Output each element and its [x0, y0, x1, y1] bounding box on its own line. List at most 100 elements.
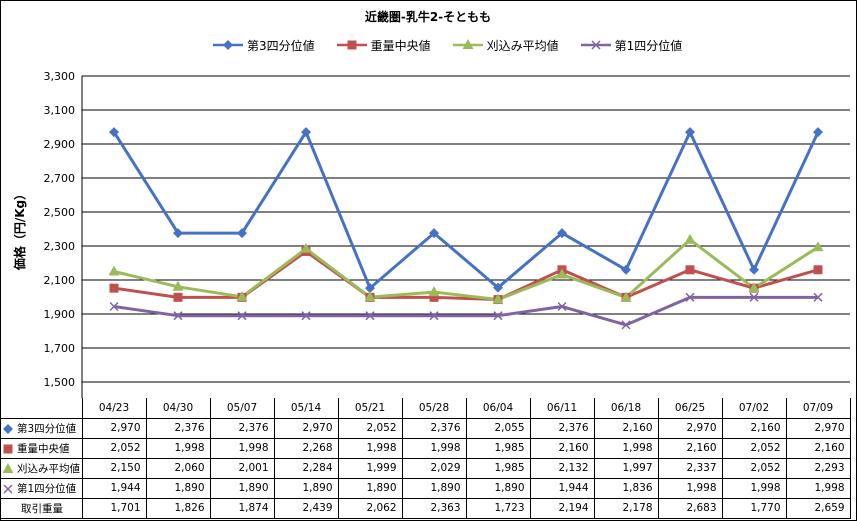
data-point-4	[237, 311, 247, 321]
data-point-1	[365, 283, 375, 294]
data-point-3	[684, 233, 696, 244]
table-cell: 2,178	[593, 497, 659, 519]
row-label-text: 第1四分位値	[17, 482, 77, 495]
data-point-4	[173, 311, 183, 321]
x-tick-label: 06/11	[529, 398, 595, 419]
series-line-1	[112, 130, 820, 290]
table-cell: 2,055	[465, 417, 531, 439]
data-point-4	[813, 292, 823, 302]
table-cell: 2,052	[721, 457, 787, 479]
data-point-3	[556, 268, 568, 279]
table-cell: 2,132	[529, 457, 595, 479]
table-cell: 1,770	[721, 497, 787, 519]
table-cell: 1,999	[337, 457, 403, 479]
table-cell: 1,998	[721, 477, 787, 499]
table-cell: 1,890	[273, 477, 339, 499]
data-point-4	[109, 301, 119, 312]
table-row: 第1四分位値 1,944 1,890 1,890 1,890 1,890 1,890 1,89…	[0, 477, 851, 499]
table-cell: 2,337	[657, 457, 723, 479]
table-cell: 1,998	[657, 477, 723, 499]
table-cell: 2,160	[529, 437, 595, 459]
table-header-row: 04/23 04/30 05/07 05/14 05/21 05/28 06/04 06/11…	[0, 398, 851, 419]
legend-marker	[223, 40, 233, 50]
table-cell: 2,439	[273, 497, 339, 519]
x-tick-label: 06/04	[465, 398, 531, 419]
x-tick-label: 04/23	[81, 398, 147, 419]
table-cell: 2,293	[785, 457, 851, 479]
legend-item: 重量中央値	[336, 37, 431, 53]
table-row: 取引重量 1,701 1,826 1,874 2,439 2,062 2,363 1,723 2…	[0, 497, 851, 519]
data-point-3	[620, 291, 632, 302]
data-point-1	[237, 228, 247, 239]
chart-plot: 近畿圏-乳牛2-そともも 価格（円/Kg） 1,500 1,700 1,900 2,1…	[12, 9, 850, 398]
chart-title: 近畿圏-乳牛2-そともも	[365, 9, 491, 24]
table-corner	[0, 398, 83, 419]
table-cell: 2,160	[785, 437, 851, 459]
x-tick-label: 05/28	[401, 398, 467, 419]
legend-marker	[462, 39, 474, 49]
data-point-4	[685, 292, 695, 302]
table-cell: 1,890	[465, 477, 531, 499]
series-line-4	[113, 295, 818, 327]
data-point-4	[365, 311, 375, 321]
table-row: 第3四分位値 2,970 2,376 2,376 2,970 2,052 2,376 2,05…	[0, 417, 851, 439]
data-point-3	[108, 265, 120, 276]
series-line-2	[113, 249, 819, 302]
table-cell: 2,376	[529, 417, 595, 439]
table-cell: 2,062	[337, 497, 403, 519]
legend-marker-icon	[3, 483, 13, 494]
data-point-2	[685, 265, 695, 275]
legend-marker	[591, 40, 601, 50]
data-point-4	[557, 301, 567, 312]
data-point-2	[429, 292, 439, 302]
legend-marker-icon	[452, 39, 483, 49]
legend-marker	[347, 40, 357, 50]
data-point-3	[492, 293, 504, 304]
table-cell: 2,052	[337, 417, 403, 439]
y-tick-label: 3,100	[44, 104, 76, 117]
table-cell: 1,997	[593, 457, 659, 479]
y-tick-label: 3,300	[44, 70, 76, 83]
y-tick-label: 1,700	[44, 342, 76, 355]
row-label: 刈込み平均値	[0, 457, 83, 479]
y-tick-label: 2,100	[44, 274, 76, 287]
y-tick-labels: 1,500 1,700 1,900 2,100 2,300 2,500 2,700 2,900…	[44, 70, 76, 389]
data-point-4	[429, 311, 439, 321]
y-tick-label: 2,700	[44, 172, 76, 185]
table-cell: 1,723	[465, 497, 531, 519]
legend-marker-icon	[3, 444, 13, 453]
row-label-text: 取引重量	[21, 502, 63, 515]
table-cell: 2,376	[145, 417, 211, 439]
x-tick-label: 04/30	[145, 398, 211, 419]
table-cell: 1,998	[337, 437, 403, 459]
table-cell: 1,890	[209, 477, 275, 499]
y-tick-label: 1,500	[44, 376, 76, 389]
legend-marker-icon	[3, 462, 13, 473]
row-label-text: 重量中央値	[17, 442, 70, 455]
table-cell: 1,985	[465, 457, 531, 479]
data-point-1	[109, 127, 119, 138]
legend-marker	[3, 444, 13, 453]
legend-label: 第3四分位値	[247, 38, 315, 53]
legend-label: 刈込み平均値	[486, 38, 559, 53]
data-point-4	[301, 311, 311, 321]
data-point-3	[748, 282, 760, 293]
y-tick-label: 2,300	[44, 240, 76, 253]
legend-item: 第3四分位値	[213, 37, 315, 53]
x-tick-label: 07/02	[721, 398, 787, 419]
data-point-2	[173, 292, 183, 302]
data-point-1	[685, 127, 695, 138]
x-tick-label: 05/21	[337, 398, 403, 419]
table-cell: 2,160	[721, 417, 787, 439]
legend-label: 重量中央値	[370, 38, 431, 53]
data-point-1	[621, 264, 631, 275]
legend-marker-icon	[580, 40, 611, 50]
legend: 第3四分位値 重量中央値 刈込み平均値 第1四分位値	[213, 37, 682, 53]
data-point-3	[812, 241, 824, 252]
row-label-text: 刈込み平均値	[17, 462, 80, 475]
data-point-4	[621, 320, 631, 330]
y-tick-label: 2,500	[44, 206, 76, 219]
y-axis-label: 価格（円/Kg）	[12, 188, 27, 271]
x-tick-label: 05/14	[273, 398, 339, 419]
legend-item: 刈込み平均値	[452, 37, 559, 53]
